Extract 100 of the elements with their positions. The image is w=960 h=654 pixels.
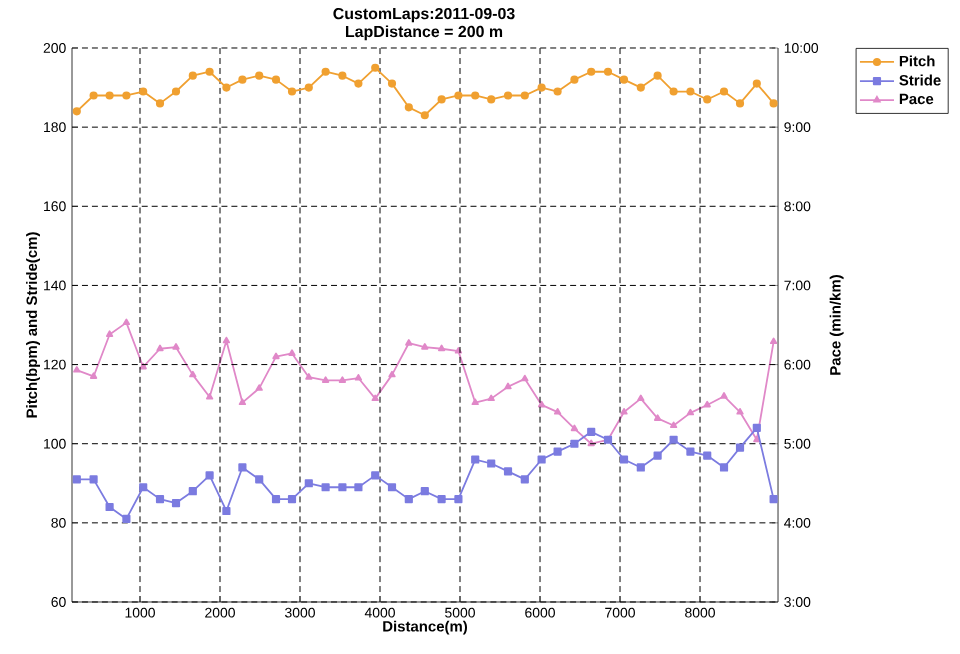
point xyxy=(421,343,429,350)
point xyxy=(653,71,662,80)
point xyxy=(287,495,297,504)
point xyxy=(437,495,446,504)
point xyxy=(471,91,480,100)
point xyxy=(321,67,330,76)
point xyxy=(155,99,165,108)
point xyxy=(304,83,313,92)
point xyxy=(288,349,296,356)
point xyxy=(487,394,495,402)
point xyxy=(105,502,114,512)
point xyxy=(271,495,281,504)
point xyxy=(238,398,247,406)
point xyxy=(570,424,579,432)
point xyxy=(703,95,712,104)
point xyxy=(537,400,546,408)
point xyxy=(105,330,114,337)
point xyxy=(89,372,98,379)
point xyxy=(272,352,280,360)
point xyxy=(89,91,98,100)
point xyxy=(73,366,81,373)
point xyxy=(371,471,380,480)
point xyxy=(387,79,397,88)
point xyxy=(471,398,479,406)
point xyxy=(520,91,529,100)
point xyxy=(271,75,281,84)
point xyxy=(570,75,579,84)
point xyxy=(504,382,512,390)
point xyxy=(471,455,480,464)
point xyxy=(769,495,778,504)
point xyxy=(537,455,546,464)
point xyxy=(222,336,231,344)
point xyxy=(637,394,645,402)
point xyxy=(653,414,662,421)
point xyxy=(354,483,363,492)
point xyxy=(686,447,695,456)
point xyxy=(156,344,164,352)
point xyxy=(686,408,695,416)
point xyxy=(570,439,579,448)
point xyxy=(255,384,263,391)
point xyxy=(188,71,197,80)
point xyxy=(338,71,347,80)
point xyxy=(139,87,148,96)
point xyxy=(503,91,513,100)
point xyxy=(122,514,131,523)
point xyxy=(304,479,313,488)
point xyxy=(437,95,446,104)
point xyxy=(769,99,778,108)
point xyxy=(354,79,363,88)
point xyxy=(205,471,214,480)
point xyxy=(105,91,114,100)
point xyxy=(420,111,429,120)
point xyxy=(338,483,347,492)
point xyxy=(636,463,645,472)
point xyxy=(404,495,413,504)
point xyxy=(769,337,778,345)
point xyxy=(686,87,695,96)
point xyxy=(287,87,297,96)
point xyxy=(388,370,396,378)
point xyxy=(537,83,546,92)
point xyxy=(122,318,131,326)
point xyxy=(521,374,529,382)
point xyxy=(752,423,761,432)
point xyxy=(620,407,628,415)
point xyxy=(205,392,214,400)
point xyxy=(736,407,744,415)
point xyxy=(703,400,711,408)
point xyxy=(703,451,712,460)
point xyxy=(719,87,729,96)
point xyxy=(387,483,397,492)
point xyxy=(222,83,231,92)
point xyxy=(189,370,197,378)
point xyxy=(487,459,496,468)
point xyxy=(238,463,247,472)
point xyxy=(719,463,729,472)
point xyxy=(405,339,413,346)
point xyxy=(205,67,214,76)
point xyxy=(752,79,761,88)
point xyxy=(338,376,347,383)
point xyxy=(669,421,678,429)
point xyxy=(321,483,330,492)
point xyxy=(735,99,745,108)
point xyxy=(735,443,745,452)
point xyxy=(636,83,645,92)
point xyxy=(255,71,264,80)
point xyxy=(404,103,413,112)
point xyxy=(587,427,596,436)
point xyxy=(89,475,98,484)
point xyxy=(255,475,264,484)
point xyxy=(171,498,181,508)
point xyxy=(222,506,231,516)
point xyxy=(371,394,379,402)
point xyxy=(720,392,728,399)
point xyxy=(155,495,165,504)
point xyxy=(454,91,463,100)
point xyxy=(354,373,363,381)
point xyxy=(520,475,529,484)
point xyxy=(503,467,513,476)
point xyxy=(305,373,313,380)
point xyxy=(669,87,678,96)
